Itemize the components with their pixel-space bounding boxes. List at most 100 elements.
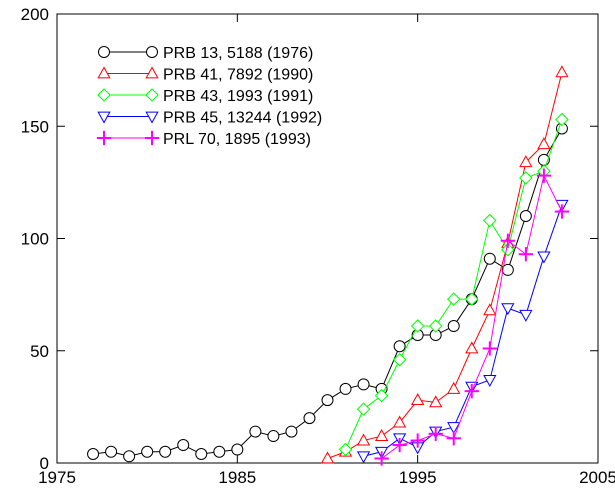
legend-label: PRB 13, 5188 (1976)	[163, 45, 313, 62]
series-5-point	[536, 168, 552, 183]
series-1-point	[285, 425, 298, 438]
series-1-point	[213, 445, 226, 458]
series-4-line	[363, 204, 563, 457]
legend-marker	[144, 130, 160, 146]
legend-label: PRB 41, 7892 (1990)	[163, 67, 313, 84]
series-2-point	[537, 137, 551, 150]
series-3-point	[483, 213, 497, 228]
legend-item-4: PRB 45, 13244 (1992)	[97, 110, 322, 127]
series-1-line	[93, 128, 563, 457]
series-3	[338, 112, 569, 457]
series-3-point	[555, 112, 569, 127]
series-2-point	[429, 395, 443, 408]
series-1-point	[177, 439, 190, 452]
series-1-point	[321, 394, 334, 407]
series-2-point	[356, 433, 371, 446]
legend: PRB 13, 5188 (1976) PRB 41, 7892 (1990) PR…	[96, 45, 322, 148]
y-tick-label: 150	[21, 117, 49, 136]
series-3-point	[519, 171, 533, 185]
legend-item-3: PRB 43, 1993 (1991)	[97, 88, 313, 105]
y-tick-label: 100	[21, 230, 49, 249]
series-3-point	[392, 352, 407, 367]
series-5-point	[446, 431, 461, 446]
series-5-point	[464, 384, 479, 399]
legend-label: PRL 70, 1895 (1993)	[163, 131, 311, 148]
series-3-point	[428, 319, 443, 333]
legend-marker	[98, 46, 110, 58]
series-5-point	[500, 233, 515, 248]
y-tick-label: 200	[21, 5, 49, 24]
series-5	[374, 168, 570, 466]
series-1-point	[87, 448, 100, 461]
y-tick-label: 50	[30, 342, 49, 361]
series-2-point	[465, 341, 479, 354]
series-3-point	[338, 442, 353, 457]
series-2-point	[555, 65, 569, 78]
series-2-line	[327, 72, 563, 459]
legend-label: PRB 43, 1993 (1991)	[163, 88, 313, 105]
x-tick-label: 2005	[579, 468, 615, 487]
series-3-point	[356, 402, 371, 416]
series-1-point	[357, 378, 370, 391]
legend-item-2: PRB 41, 7892 (1990)	[97, 66, 313, 84]
series-5-point	[374, 451, 389, 466]
legend-label: PRB 45, 13244 (1992)	[163, 110, 322, 127]
legend-marker	[146, 46, 158, 58]
series-2-point	[519, 155, 533, 168]
legend-marker	[145, 88, 159, 102]
series-4-point	[356, 451, 371, 464]
series-5-point	[482, 341, 497, 356]
series-1-point	[483, 252, 496, 265]
series-3-point	[501, 242, 515, 257]
series-5-point	[554, 204, 570, 219]
x-tick-label: 1995	[399, 468, 437, 487]
series-4-point	[447, 422, 461, 435]
series-1-point	[123, 450, 136, 463]
series-5-point	[392, 437, 407, 453]
series-3-point	[374, 388, 389, 403]
series-1-point	[231, 443, 244, 456]
legend-marker	[97, 66, 111, 79]
y-tick-label: 0	[40, 454, 49, 473]
series-1-point	[303, 412, 316, 425]
series-2-point	[393, 415, 407, 428]
series-3-point	[410, 319, 425, 333]
series-3-point	[446, 292, 461, 306]
x-tick-label: 1975	[38, 468, 76, 487]
series-5-point	[410, 433, 425, 448]
series-3-line	[345, 119, 563, 450]
series-1	[87, 122, 568, 463]
series-1-point	[249, 425, 262, 438]
legend-marker	[96, 130, 112, 146]
legend-item-1: PRB 13, 5188 (1976)	[98, 45, 313, 62]
legend-marker	[145, 66, 159, 79]
series-4-point	[537, 251, 551, 264]
series-1-point	[393, 340, 406, 353]
legend-item-5: PRL 70, 1895 (1993)	[96, 130, 311, 148]
series-1-point	[447, 320, 460, 333]
series-2-point	[320, 451, 335, 464]
series-1-point	[195, 448, 208, 461]
legend-marker	[145, 111, 159, 124]
series-4-point	[483, 375, 497, 388]
series-2-point	[411, 393, 425, 406]
series-4	[356, 199, 569, 464]
series-1-point	[519, 210, 532, 223]
series-2-point	[374, 428, 389, 441]
series-5-point	[428, 426, 443, 441]
series-5-line	[381, 174, 563, 459]
series-1-point	[501, 263, 514, 276]
series-3-point	[465, 292, 479, 306]
series-1-point	[339, 382, 352, 395]
series-1-point	[267, 430, 280, 443]
legend-marker	[97, 111, 111, 124]
series-2-point	[447, 381, 461, 394]
legend-marker	[97, 88, 111, 102]
axis-ticks: 1975 1985 1995 2005 0 50 100 150 200	[21, 5, 615, 487]
x-tick-label: 1985	[218, 468, 256, 487]
series-2	[320, 65, 569, 464]
series-1-point	[159, 445, 172, 458]
series-layer	[87, 65, 570, 466]
series-2-point	[483, 303, 497, 316]
